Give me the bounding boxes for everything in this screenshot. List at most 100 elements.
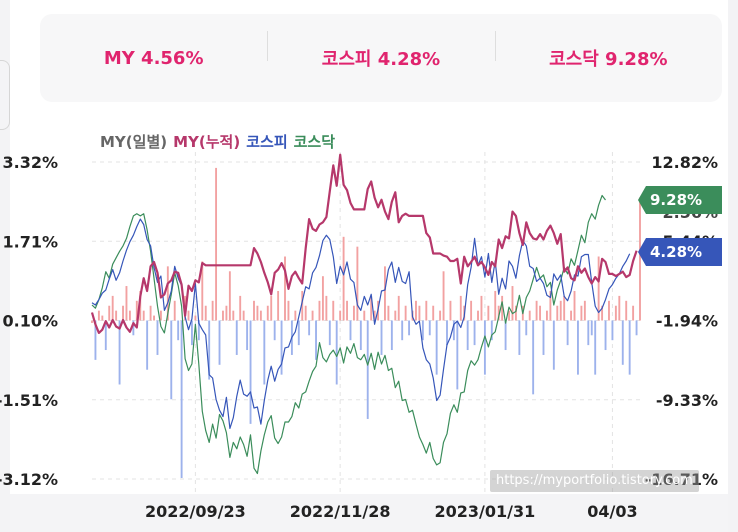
daily-bar bbox=[315, 320, 317, 360]
daily-bar bbox=[311, 310, 314, 321]
x-tick-label: 04/03 bbox=[587, 502, 637, 521]
series-lines bbox=[90, 153, 638, 475]
daily-bar bbox=[197, 320, 200, 341]
left-tick-label: 1.71% bbox=[2, 232, 58, 251]
daily-bar bbox=[594, 320, 597, 375]
daily-bar bbox=[273, 320, 276, 341]
right-tick-label: 12.82% bbox=[651, 153, 718, 172]
daily-bar bbox=[404, 305, 407, 321]
daily-bar bbox=[539, 305, 541, 321]
daily-bar bbox=[563, 295, 566, 321]
daily-bar bbox=[580, 305, 583, 321]
daily-bar bbox=[318, 300, 321, 321]
daily-bar bbox=[497, 305, 500, 321]
series-line-cumulative bbox=[90, 153, 638, 334]
daily-bar bbox=[222, 310, 224, 321]
daily-bar bbox=[159, 310, 162, 321]
x-axis-ticks: 2022/09/23 2022/11/28 2023/01/31 04/03 bbox=[145, 502, 638, 521]
daily-bar bbox=[97, 310, 100, 321]
daily-bar bbox=[518, 320, 521, 355]
daily-bar bbox=[587, 320, 590, 346]
x-tick-label: 2022/09/23 bbox=[145, 502, 246, 521]
daily-bar bbox=[363, 310, 366, 321]
daily-bar bbox=[352, 305, 355, 321]
daily-bar bbox=[304, 305, 307, 321]
daily-bar bbox=[111, 295, 114, 321]
legend-kosdaq[interactable]: 코스닥 bbox=[293, 133, 336, 151]
daily-bar bbox=[239, 295, 242, 321]
daily-bar bbox=[483, 320, 486, 375]
daily-bar bbox=[528, 310, 531, 321]
daily-bar bbox=[308, 320, 311, 336]
daily-bar bbox=[359, 320, 362, 351]
daily-bar bbox=[211, 300, 214, 321]
daily-bar bbox=[535, 300, 538, 321]
x-tick-label: 2023/01/31 bbox=[435, 502, 536, 521]
daily-bar bbox=[470, 300, 473, 321]
daily-bar bbox=[270, 295, 273, 321]
daily-bar bbox=[394, 310, 397, 321]
legend-kospi[interactable]: 코스피 bbox=[246, 133, 288, 151]
daily-bar bbox=[639, 197, 641, 321]
daily-bar bbox=[632, 305, 635, 321]
daily-bar bbox=[608, 300, 610, 321]
daily-bar bbox=[115, 310, 118, 321]
daily-bar bbox=[446, 320, 448, 346]
daily-bar bbox=[108, 305, 111, 321]
daily-bar bbox=[287, 300, 290, 321]
daily-bar bbox=[187, 310, 190, 321]
daily-bar bbox=[335, 320, 338, 385]
x-axis-band bbox=[10, 494, 728, 532]
daily-bar bbox=[259, 310, 262, 321]
right-tick-label: -1.94% bbox=[656, 311, 718, 330]
daily-bar bbox=[487, 305, 490, 321]
daily-bar bbox=[228, 271, 231, 321]
daily-bar bbox=[442, 271, 445, 321]
summary-kosdaq: 코스닥 9.28% bbox=[494, 31, 722, 71]
daily-bar bbox=[511, 286, 514, 321]
daily-bar bbox=[135, 300, 138, 321]
watermark: https://myportfolio.tistory.com bbox=[490, 470, 699, 492]
daily-bar bbox=[604, 320, 607, 351]
daily-bar bbox=[418, 305, 421, 321]
legend: MY(일별) MY(누적) 코스피 코스닥 bbox=[100, 131, 335, 152]
legend-cumulative[interactable]: MY(누적) bbox=[173, 133, 241, 151]
daily-bar bbox=[590, 320, 593, 336]
daily-bar bbox=[204, 305, 207, 321]
daily-bar bbox=[508, 310, 510, 321]
daily-bar bbox=[490, 320, 493, 341]
daily-bar bbox=[249, 320, 252, 424]
daily-bar bbox=[156, 320, 159, 355]
daily-bar bbox=[373, 310, 376, 321]
daily-bar bbox=[366, 320, 369, 419]
legend-daily[interactable]: MY(일별) bbox=[100, 133, 168, 151]
x-tick-label: 2022/11/28 bbox=[290, 502, 391, 521]
left-axis-ticks: 3.32% 1.71% 0.10% -1.51% -3.12% bbox=[0, 153, 58, 489]
daily-bar bbox=[321, 276, 324, 321]
left-tick-label: 3.32% bbox=[2, 153, 58, 172]
daily-bar bbox=[191, 320, 193, 346]
daily-bar bbox=[525, 320, 528, 336]
daily-bar bbox=[91, 320, 93, 323]
daily-bar bbox=[439, 310, 442, 321]
daily-bar bbox=[101, 315, 104, 321]
daily-bar bbox=[601, 305, 604, 321]
left-tick-label: 0.10% bbox=[2, 312, 58, 331]
daily-bar bbox=[277, 290, 280, 321]
daily-bar bbox=[301, 290, 304, 321]
daily-bar bbox=[235, 320, 238, 355]
daily-bar bbox=[280, 320, 283, 375]
daily-bar bbox=[473, 320, 476, 346]
daily-bar bbox=[170, 320, 173, 400]
daily-bar bbox=[118, 320, 121, 385]
daily-bar bbox=[194, 315, 197, 321]
daily-bar bbox=[390, 320, 393, 351]
daily-bar bbox=[142, 310, 145, 321]
daily-bar bbox=[408, 320, 411, 336]
daily-bar bbox=[325, 295, 328, 321]
daily-bar bbox=[387, 305, 390, 321]
daily-bar bbox=[153, 315, 155, 321]
daily-bar bbox=[611, 320, 614, 341]
daily-bar bbox=[432, 305, 435, 321]
